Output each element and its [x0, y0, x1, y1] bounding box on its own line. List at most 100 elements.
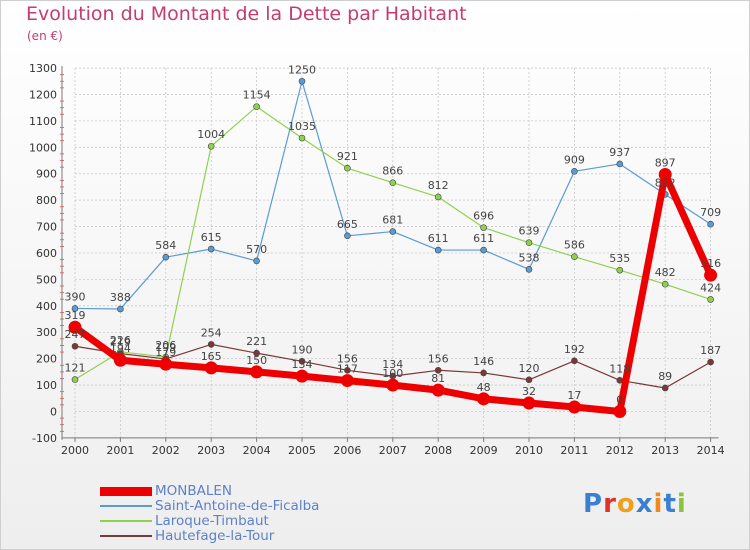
- legend-label: MONBALEN: [155, 483, 233, 499]
- data-label: 48: [477, 381, 491, 394]
- x-tick-label: 2003: [197, 444, 225, 457]
- data-point-laroque-timbaut: [434, 193, 442, 201]
- x-tick-label: 2000: [61, 444, 89, 457]
- data-point-saint-antoine-de-ficalba: [344, 232, 351, 240]
- data-label: 120: [519, 362, 540, 375]
- data-labels: 319 194 179 165 150 134 117 100 81 48 32 17 0 897 516 3…: [65, 63, 722, 406]
- proxiti-logo: Proxiti: [583, 489, 687, 519]
- data-point-hautefage-la-tour: [434, 366, 442, 374]
- x-tick-label: 2005: [288, 444, 316, 457]
- data-point-saint-antoine-de-ficalba: [253, 257, 260, 265]
- data-point-saint-antoine-de-ficalba: [525, 266, 533, 273]
- data-label: 538: [519, 251, 540, 264]
- data-label: 611: [428, 232, 449, 245]
- data-point-monbalen: [340, 374, 354, 388]
- logo-letter: P: [583, 489, 604, 519]
- data-label: 17: [567, 389, 581, 402]
- data-label: 206: [155, 339, 176, 352]
- data-label: 100: [382, 367, 403, 380]
- legend-swatch: [100, 535, 152, 537]
- data-point-laroque-timbaut: [389, 179, 397, 187]
- legend-label: Hautefage-la-Tour: [155, 528, 275, 544]
- data-label: 254: [201, 326, 222, 339]
- data-label: 570: [246, 243, 267, 256]
- logo-letter: x: [635, 489, 654, 519]
- legend-label: Laroque-Timbaut: [155, 513, 269, 529]
- data-label: 909: [564, 153, 585, 166]
- data-label: 615: [201, 231, 222, 244]
- y-tick-label: 500: [36, 273, 57, 286]
- x-tick-label: 2009: [470, 444, 498, 457]
- x-tick-label: 2008: [424, 444, 452, 457]
- data-point-monbalen: [431, 383, 445, 397]
- data-point-monbalen: [658, 168, 672, 182]
- data-label: 937: [609, 146, 630, 159]
- data-label: 156: [337, 352, 358, 365]
- data-label: 639: [519, 225, 540, 238]
- data-label: 134: [382, 358, 403, 371]
- data-label: 146: [473, 355, 494, 368]
- data-label: 921: [337, 150, 358, 163]
- data-label: 584: [155, 239, 176, 252]
- data-point-hautefage-la-tour: [71, 342, 79, 350]
- data-label: 219: [110, 336, 131, 349]
- data-label: 179: [155, 346, 176, 359]
- data-point-hautefage-la-tour: [298, 358, 306, 365]
- series-line-saint-antoine-de-ficalba: [74, 80, 712, 310]
- x-tick-label: 2012: [606, 444, 634, 457]
- data-point-saint-antoine-de-ficalba: [298, 77, 306, 85]
- legend-item-saint-antoine-de-ficalba: Saint-Antoine-de-Ficalba: [100, 498, 400, 514]
- data-label: 190: [292, 343, 313, 356]
- chart-subtitle: (en €): [27, 29, 63, 43]
- data-label: 665: [337, 218, 358, 231]
- data-label: 388: [110, 291, 131, 304]
- data-point-laroque-timbaut: [71, 376, 79, 383]
- x-tick-label: 2006: [333, 444, 361, 457]
- data-point-saint-antoine-de-ficalba: [162, 253, 170, 261]
- data-label: 156: [428, 352, 449, 365]
- logo-letter: o: [616, 489, 636, 519]
- data-point-laroque-timbaut: [525, 239, 533, 246]
- legend-item-hautefage-la-tour: Hautefage-la-Tour: [100, 528, 400, 544]
- logo-letter: i: [676, 489, 687, 519]
- x-tick-label: 2002: [152, 444, 180, 457]
- x-tick-label: 2013: [651, 444, 679, 457]
- data-label: 194: [110, 342, 131, 355]
- data-label: 482: [655, 266, 676, 279]
- data-label: 165: [201, 350, 222, 363]
- data-label: 681: [382, 214, 403, 227]
- data-point-laroque-timbaut: [207, 142, 215, 150]
- data-label: 121: [65, 362, 86, 375]
- data-label: 1154: [243, 89, 271, 102]
- data-point-monbalen: [68, 320, 82, 334]
- data-label: 1250: [288, 63, 316, 76]
- logo-letter: r: [603, 489, 617, 519]
- data-label: 117: [337, 363, 358, 376]
- data-point-laroque-timbaut: [571, 253, 578, 260]
- data-label: 319: [65, 309, 86, 322]
- data-label: 134: [292, 358, 313, 371]
- data-point-hautefage-la-tour: [344, 366, 351, 374]
- series-group: [68, 77, 718, 418]
- data-label: 822: [655, 176, 676, 189]
- data-point-monbalen: [113, 353, 127, 367]
- data-label: 118: [609, 362, 630, 375]
- legend-swatch: [100, 486, 152, 496]
- x-tick-label: 2004: [243, 444, 271, 457]
- data-point-saint-antoine-de-ficalba: [616, 160, 624, 168]
- data-point-saint-antoine-de-ficalba: [571, 168, 578, 175]
- data-label: 221: [246, 335, 267, 348]
- y-tick-label: 600: [36, 247, 57, 260]
- y-tick-label: 1100: [29, 115, 57, 128]
- y-tick-label: 1000: [29, 141, 57, 154]
- y-tick-label: 200: [36, 353, 57, 366]
- data-label: 192: [564, 343, 585, 356]
- data-label: 586: [564, 239, 585, 252]
- data-label: 535: [609, 252, 630, 265]
- data-point-hautefage-la-tour: [571, 357, 578, 365]
- data-point-saint-antoine-de-ficalba: [207, 245, 215, 253]
- data-point-hautefage-la-tour: [707, 358, 714, 366]
- logo-letter: t: [663, 489, 677, 519]
- data-label: 0: [616, 394, 623, 407]
